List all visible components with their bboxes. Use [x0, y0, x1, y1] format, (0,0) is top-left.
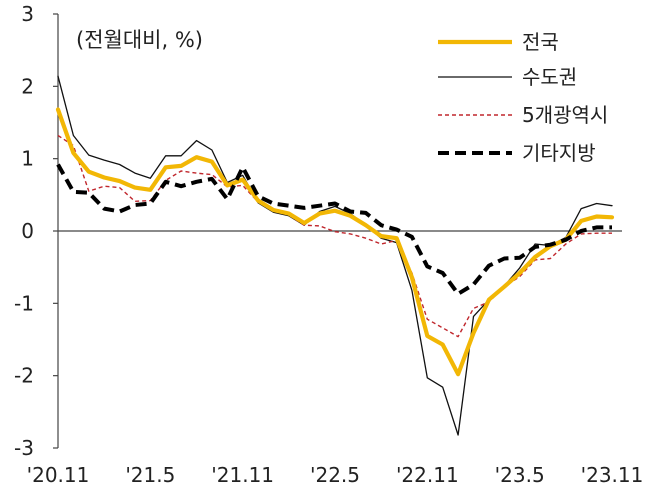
- y-tick-label: 2: [21, 74, 34, 98]
- axes: -3 -2 -1 0 1 2 3 '20.11 '21.5 '21.11 '22.5 '22.11 '2…: [14, 2, 643, 487]
- y-tick-label: 3: [21, 2, 34, 26]
- x-tick-label: '22.5: [310, 463, 360, 487]
- unit-label: (전월대비, %): [76, 28, 203, 52]
- x-tick-label: '21.11: [211, 463, 274, 487]
- legend-label-3: 5개광역시: [522, 103, 608, 127]
- x-tick-label: '23.11: [581, 463, 644, 487]
- y-tick-label: 1: [21, 147, 34, 171]
- series-line-4: [56, 163, 612, 296]
- legend-label-4: 기타지방: [522, 141, 596, 165]
- series-line-1: [55, 107, 615, 377]
- y-tick-label: -3: [14, 436, 34, 460]
- y-tick-label: 0: [21, 219, 34, 243]
- legend-label-1: 전국: [522, 30, 559, 54]
- x-tick-label: '20.11: [27, 463, 90, 487]
- x-tick-label: '22.11: [396, 463, 459, 487]
- y-tick-label: -2: [14, 364, 34, 388]
- series-layer: [55, 75, 615, 436]
- x-tick-label: '23.5: [495, 463, 545, 487]
- x-tick-label: '21.5: [125, 463, 175, 487]
- legend-label-2: 수도권: [522, 65, 577, 89]
- y-tick-label: -1: [14, 291, 34, 315]
- series-line-2: [57, 75, 613, 436]
- series-line-3: [57, 134, 612, 338]
